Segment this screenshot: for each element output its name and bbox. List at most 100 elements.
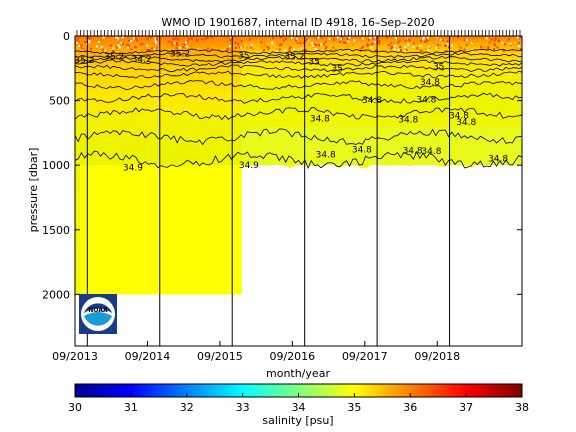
surface-speckle bbox=[152, 42, 155, 45]
surface-speckle bbox=[246, 37, 249, 40]
surface-speckle bbox=[156, 36, 159, 39]
surface-speckle bbox=[367, 44, 370, 47]
surface-speckle bbox=[488, 42, 491, 45]
surface-speckle bbox=[341, 38, 344, 41]
surface-speckle bbox=[234, 41, 237, 44]
surface-speckle bbox=[220, 36, 223, 39]
surface-speckle bbox=[181, 42, 184, 45]
surface-speckle bbox=[437, 47, 440, 50]
surface-speckle bbox=[397, 49, 400, 52]
surface-speckle bbox=[371, 43, 374, 46]
surface-speckle bbox=[141, 40, 144, 43]
surface-speckle bbox=[463, 39, 466, 42]
surface-speckle bbox=[153, 48, 156, 51]
surface-speckle bbox=[136, 39, 139, 42]
contour-line bbox=[75, 64, 522, 73]
contour-line bbox=[75, 52, 522, 59]
surface-speckle bbox=[147, 49, 150, 52]
surface-speckle bbox=[288, 49, 291, 52]
surface-speckle bbox=[157, 36, 160, 39]
contour-label: 34.9 bbox=[123, 163, 143, 173]
surface-speckle bbox=[226, 48, 229, 51]
surface-speckle bbox=[347, 40, 350, 43]
surface-speckle bbox=[281, 38, 284, 41]
surface-speckle bbox=[307, 39, 310, 42]
surface-speckle bbox=[481, 46, 484, 49]
surface-speckle bbox=[446, 40, 449, 43]
surface-speckle bbox=[139, 43, 142, 46]
surface-speckle bbox=[76, 41, 79, 44]
surface-speckle bbox=[239, 46, 242, 49]
contour-label: 35 bbox=[308, 57, 319, 67]
surface-speckle bbox=[509, 42, 512, 45]
surface-speckle bbox=[467, 42, 470, 45]
x-axis: 09/2013 09/2014 09/2015 09/2016 09/2017 09/20… bbox=[52, 341, 460, 363]
surface-speckle bbox=[90, 47, 93, 50]
surface-speckle bbox=[101, 48, 104, 51]
surface-speckle bbox=[252, 47, 255, 50]
surface-speckle bbox=[506, 39, 509, 42]
surface-speckle bbox=[237, 43, 240, 46]
surface-speckle bbox=[441, 39, 444, 42]
surface-speckle bbox=[472, 40, 475, 43]
contour-line bbox=[75, 70, 522, 79]
surface-speckle bbox=[416, 47, 419, 50]
surface-speckle bbox=[121, 36, 124, 39]
surface-speckle bbox=[314, 47, 317, 50]
surface-speckle bbox=[421, 49, 424, 52]
surface-speckle bbox=[299, 42, 302, 45]
surface-speckle bbox=[296, 42, 299, 45]
surface-speckle bbox=[143, 43, 146, 46]
surface-speckle bbox=[374, 41, 377, 44]
surface-speckle bbox=[190, 42, 193, 45]
surface-speckle bbox=[516, 36, 519, 39]
surface-speckle bbox=[317, 36, 320, 39]
x-axis-label: month/year bbox=[266, 367, 330, 380]
noaa-logo: NOAA bbox=[79, 294, 117, 334]
surface-speckle bbox=[393, 44, 396, 47]
surface-speckle bbox=[407, 38, 410, 41]
surface-speckle bbox=[117, 44, 120, 47]
surface-speckle bbox=[149, 36, 152, 39]
surface-speckle bbox=[372, 36, 375, 39]
surface-speckle bbox=[518, 42, 521, 45]
surface-speckle bbox=[114, 45, 117, 48]
surface-speckle bbox=[179, 46, 182, 49]
surface-speckle bbox=[272, 37, 275, 40]
surface-speckle bbox=[366, 43, 369, 46]
surface-speckle bbox=[367, 38, 370, 41]
plot-frame bbox=[74, 35, 523, 347]
surface-speckle bbox=[128, 39, 131, 42]
surface-speckle bbox=[294, 39, 297, 42]
surface-speckle bbox=[175, 47, 178, 50]
surface-speckle bbox=[263, 48, 266, 51]
surface-speckle bbox=[139, 45, 142, 48]
surface-speckle bbox=[217, 49, 220, 52]
surface-speckle bbox=[244, 38, 247, 41]
surface-speckle bbox=[276, 50, 279, 53]
surface-speckle bbox=[112, 47, 115, 50]
surface-speckle bbox=[241, 45, 244, 48]
surface-speckle bbox=[397, 41, 400, 44]
surface-speckle bbox=[289, 46, 292, 49]
surface-speckle bbox=[80, 46, 83, 49]
surface-speckle bbox=[118, 46, 121, 49]
surface-speckle bbox=[102, 36, 105, 39]
contour-label: 34.8 bbox=[420, 78, 440, 88]
surface-speckle bbox=[114, 41, 117, 44]
surface-speckle bbox=[176, 44, 179, 47]
surface-speckle bbox=[252, 38, 255, 41]
surface-speckle bbox=[311, 44, 314, 47]
surface-speckle bbox=[508, 38, 511, 41]
surface-speckle bbox=[361, 46, 364, 49]
surface-speckle bbox=[344, 41, 347, 44]
surface-speckle bbox=[360, 39, 363, 42]
surface-speckle bbox=[503, 43, 506, 46]
surface-speckle bbox=[173, 41, 176, 44]
surface-speckle bbox=[412, 45, 415, 48]
y-tick-label: 1500 bbox=[42, 224, 70, 237]
surface-speckle bbox=[115, 42, 118, 45]
surface-speckle bbox=[459, 46, 462, 49]
surface-speckle bbox=[287, 43, 290, 46]
colorbar-tick-label: 35 bbox=[347, 401, 361, 414]
